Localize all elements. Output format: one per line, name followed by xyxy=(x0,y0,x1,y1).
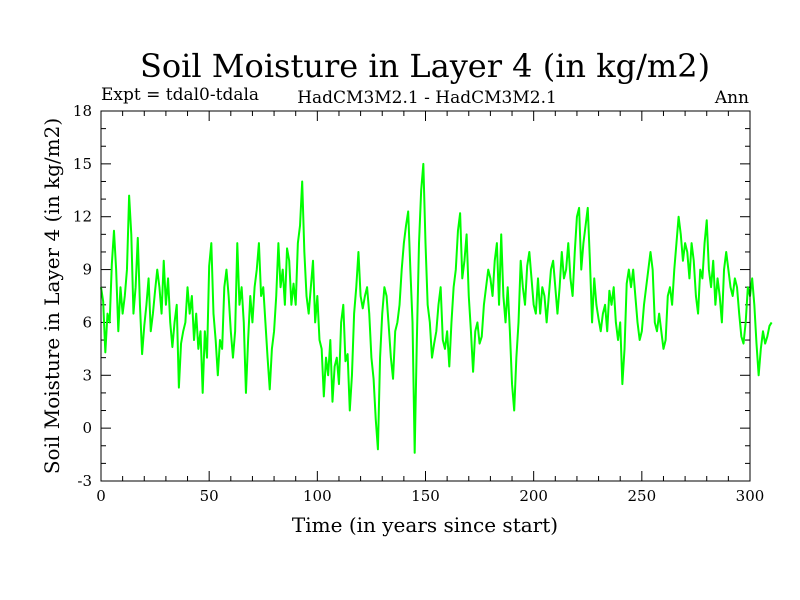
axis-ticks xyxy=(100,110,751,482)
x-tick-label: 200 xyxy=(519,487,548,505)
x-axis-label: Time (in years since start) xyxy=(292,513,558,537)
x-tick-label: 250 xyxy=(628,487,657,505)
x-tick-label: 150 xyxy=(411,487,440,505)
x-tick-label: 0 xyxy=(96,487,106,505)
y-tick-label: 0 xyxy=(82,419,92,437)
season-label: Ann xyxy=(714,88,749,108)
y-tick-label: 6 xyxy=(82,313,92,331)
y-tick-label: -3 xyxy=(77,472,92,490)
y-axis-label: Soil Moisture in Layer 4 (in kg/m2) xyxy=(40,118,64,474)
model-label: HadCM3M2.1 - HadCM3M2.1 xyxy=(297,88,557,108)
x-tick-label: 100 xyxy=(303,487,332,505)
x-tick-label: 300 xyxy=(736,487,765,505)
experiment-label: Expt = tdal0-tdala xyxy=(101,85,259,105)
y-tick-label: 9 xyxy=(82,261,92,279)
plot-frame xyxy=(100,110,751,482)
chart-title: Soil Moisture in Layer 4 (in kg/m2) xyxy=(140,47,710,85)
series-line-soil-moisture xyxy=(100,162,773,454)
y-tick-label: 15 xyxy=(73,155,92,173)
x-tick-label: 50 xyxy=(200,487,219,505)
y-tick-label: 3 xyxy=(82,366,92,384)
y-tick-label: 18 xyxy=(73,102,92,120)
y-tick-label: 12 xyxy=(73,208,92,226)
